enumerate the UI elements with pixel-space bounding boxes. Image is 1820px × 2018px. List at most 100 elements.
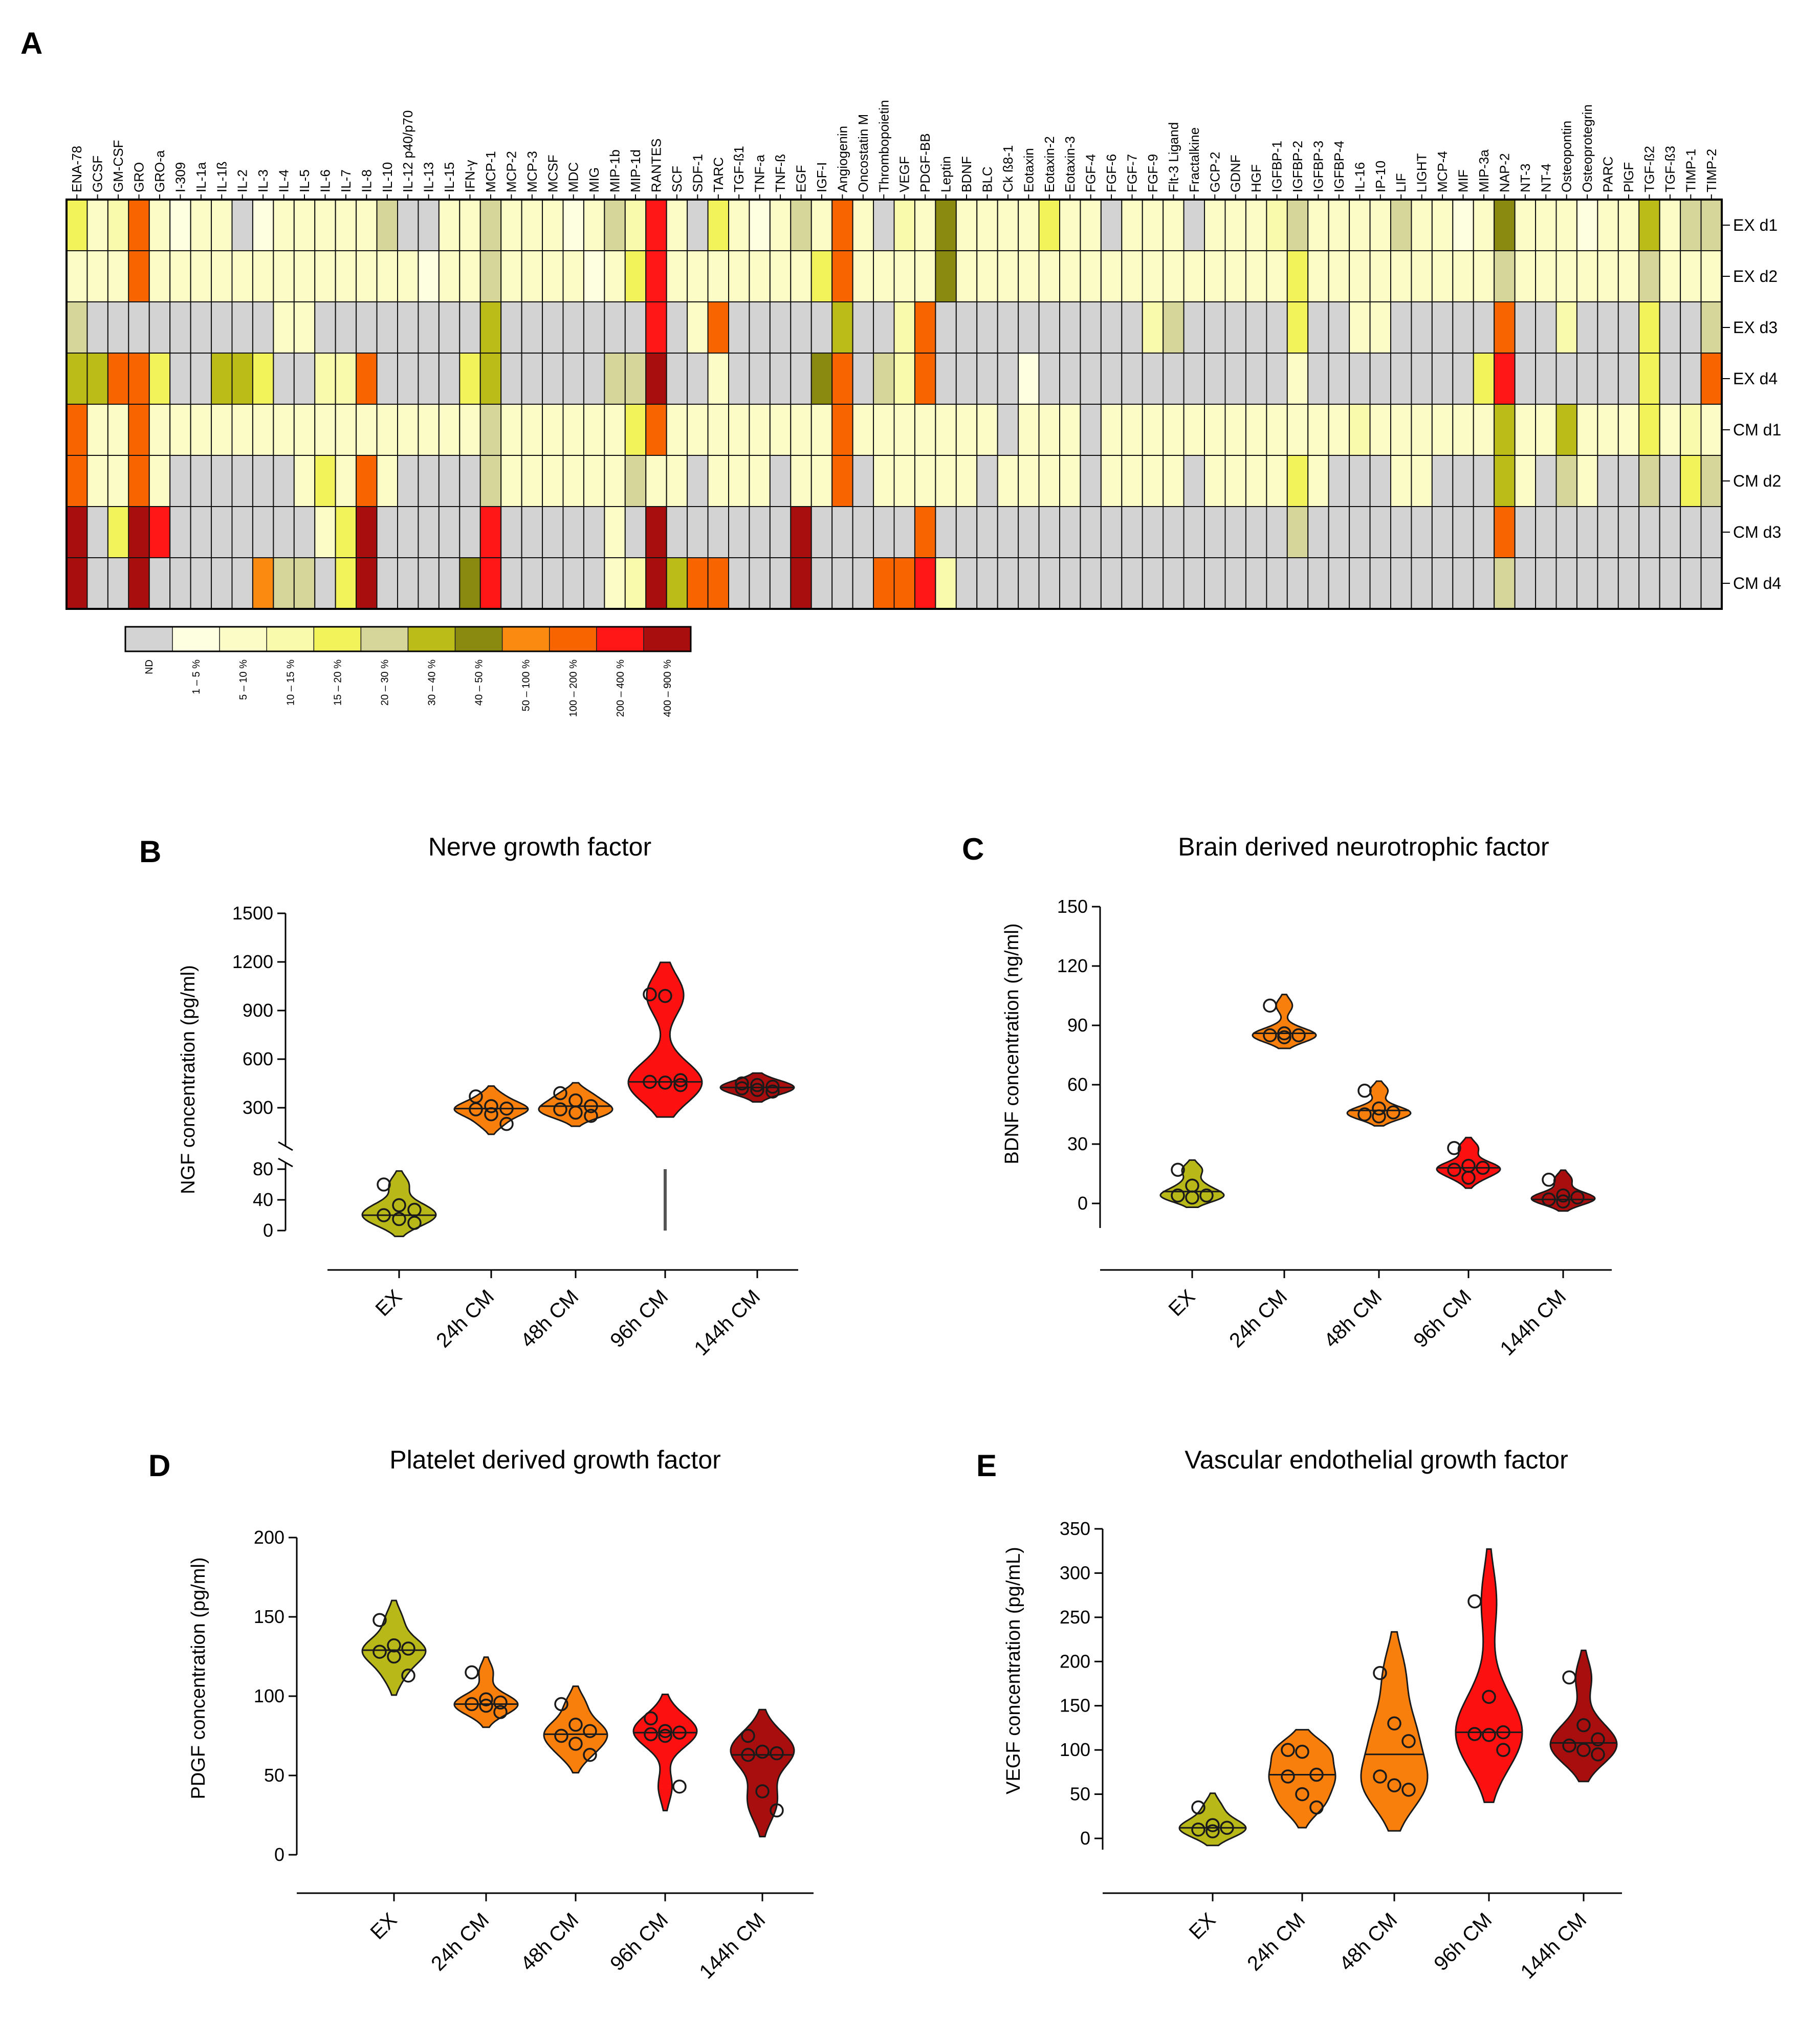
- heatmap-cell: [356, 455, 378, 507]
- heatmap-cell: [1080, 250, 1102, 302]
- heatmap-cell: [1535, 455, 1557, 507]
- heatmap-cell: [1038, 455, 1060, 507]
- heatmap-cell: [397, 199, 419, 251]
- column-label: HGF: [1248, 164, 1264, 192]
- heatmap-cell: [935, 557, 957, 609]
- heatmap-cell: [66, 506, 88, 558]
- violin-shape: [1252, 994, 1317, 1049]
- heatmap-cell: [1080, 455, 1102, 507]
- heatmap-cell: [438, 455, 461, 507]
- heatmap-cell: [1535, 404, 1557, 456]
- legend-swatch: [172, 626, 220, 652]
- heatmap-cell: [107, 250, 129, 302]
- data-point: [741, 1747, 755, 1762]
- y-tick-label: 0: [1080, 1828, 1090, 1849]
- heatmap-cell: [707, 353, 729, 405]
- column-label: IGF-I: [814, 162, 829, 192]
- heatmap-cell: [211, 455, 233, 507]
- heatmap-cell: [624, 250, 647, 302]
- heatmap-cell: [1038, 199, 1060, 251]
- heatmap-cell: [1494, 455, 1516, 507]
- heatmap-cell: [1307, 353, 1329, 405]
- data-point: [1205, 1824, 1220, 1838]
- heatmap-cell: [376, 506, 398, 558]
- heatmap-cell: [1204, 199, 1226, 251]
- y-tick-label: 100: [254, 1685, 284, 1706]
- heatmap-cell: [418, 557, 440, 609]
- y-tick-label: 1200: [232, 951, 273, 972]
- heatmap-cell: [107, 353, 129, 405]
- heatmap-cell: [1659, 353, 1681, 405]
- y-tick-label: 60: [1067, 1074, 1088, 1095]
- heatmap-cell: [1638, 506, 1660, 558]
- legend-swatch: [266, 626, 315, 652]
- heatmap-cell: [1576, 455, 1598, 507]
- heatmap-cell: [687, 199, 709, 251]
- heatmap-cell: [997, 250, 1019, 302]
- legend-swatch: [125, 626, 173, 652]
- heatmap-cell: [1224, 455, 1246, 507]
- heatmap-cell: [1700, 199, 1722, 251]
- data-point: [1263, 1028, 1277, 1043]
- data-point: [735, 1076, 749, 1091]
- heatmap-cell: [1349, 404, 1371, 456]
- y-tick-label: 0: [274, 1844, 284, 1865]
- heatmap-cell: [1307, 301, 1329, 354]
- heatmap-cell: [211, 250, 233, 302]
- column-label: Leptin: [938, 156, 954, 192]
- heatmap-cell: [438, 199, 461, 251]
- data-point: [644, 1727, 658, 1742]
- heatmap-cell: [1576, 250, 1598, 302]
- column-label: Flt-3 Ligand: [1166, 122, 1181, 192]
- heatmap-cell: [583, 353, 605, 405]
- heatmap-cell: [1390, 353, 1412, 405]
- heatmap-cell: [314, 404, 336, 456]
- x-tick-label: 48h CM: [1320, 1285, 1386, 1352]
- heatmap-cell: [1018, 301, 1040, 354]
- heatmap-cell: [1163, 404, 1185, 456]
- heatmap-cell: [1659, 455, 1681, 507]
- heatmap-cell: [293, 301, 316, 354]
- heatmap-cell: [231, 404, 253, 456]
- data-point: [465, 1697, 479, 1712]
- column-label: VEGF: [897, 156, 912, 192]
- column-label: TNF-a: [752, 155, 768, 192]
- heatmap-cell: [1307, 404, 1329, 456]
- heatmap-cell: [273, 557, 295, 609]
- heatmap-cell: [1286, 199, 1309, 251]
- heatmap-cell: [1183, 455, 1205, 507]
- heatmap-cell: [1555, 353, 1577, 405]
- heatmap-cell: [728, 506, 750, 558]
- heatmap-cell: [335, 455, 357, 507]
- heatmap-cell: [645, 250, 667, 302]
- heatmap-cell: [169, 250, 191, 302]
- data-point: [499, 1101, 514, 1116]
- data-point: [479, 1692, 493, 1706]
- heatmap-cell: [1680, 250, 1702, 302]
- heatmap-cell: [1411, 455, 1433, 507]
- data-point: [553, 1102, 567, 1116]
- heatmap-cell: [749, 250, 771, 302]
- panel-e-title: Vascular endothelial growth factor: [1185, 1445, 1568, 1474]
- heatmap-cell: [1514, 506, 1537, 558]
- heatmap-cell: [128, 506, 150, 558]
- data-point: [372, 1613, 387, 1627]
- heatmap-cell: [1473, 506, 1495, 558]
- row-label: CM d3: [1733, 523, 1781, 541]
- heatmap-cell: [1473, 301, 1495, 354]
- heatmap-cell: [624, 557, 647, 609]
- y-tick-label: 0: [263, 1220, 273, 1241]
- heatmap-cell: [1121, 301, 1143, 354]
- heatmap-cell: [1431, 455, 1454, 507]
- heatmap-cell: [231, 250, 253, 302]
- column-label: IL-1ß: [214, 161, 229, 192]
- heatmap-cell: [128, 301, 150, 354]
- heatmap-cell: [914, 455, 936, 507]
- heatmap-cell: [1183, 353, 1205, 405]
- heatmap-cell: [728, 301, 750, 354]
- heatmap-cell: [1535, 301, 1557, 354]
- data-point: [1191, 1800, 1205, 1815]
- heatmap-cell: [831, 455, 853, 507]
- legend-swatch: [643, 626, 691, 652]
